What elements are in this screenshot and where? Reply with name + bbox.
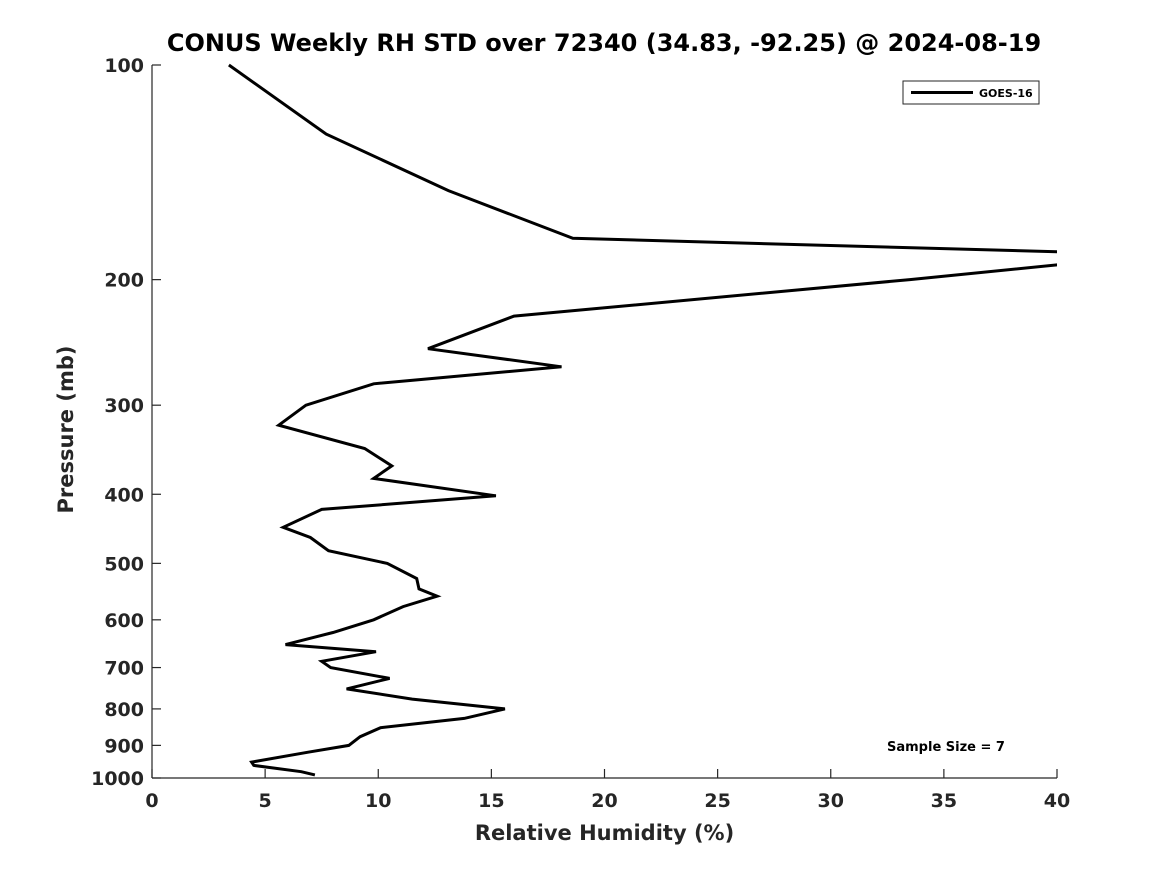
x-tick-label: 35 (931, 790, 957, 812)
y-tick-label: 200 (104, 270, 144, 292)
x-tick-label: 15 (478, 790, 504, 812)
y-axis-label: Pressure (mb) (54, 346, 78, 514)
y-tick-label: 700 (104, 658, 144, 680)
x-tick-label: 5 (259, 790, 272, 812)
y-tick-label: 100 (104, 55, 144, 77)
y-tick-label: 400 (104, 484, 144, 506)
sample-size-annotation: Sample Size = 7 (887, 740, 1005, 755)
legend: GOES-16 (902, 80, 1040, 105)
x-axis-ticks: 0 5 10 15 20 25 30 35 40 (145, 769, 1070, 812)
y-tick-label: 300 (104, 395, 144, 417)
x-tick-label: 25 (704, 790, 730, 812)
y-tick-label: 1000 (91, 768, 144, 790)
y-tick-label: 900 (104, 735, 144, 757)
x-tick-label: 10 (365, 790, 391, 812)
x-tick-label: 40 (1044, 790, 1070, 812)
y-tick-label: 600 (104, 610, 144, 632)
y-tick-label: 500 (104, 553, 144, 575)
x-tick-label: 30 (818, 790, 844, 812)
series-layer (228, 63, 1057, 777)
y-axis-ticks: 100 200 300 400 500 600 700 800 900 1000 (91, 55, 161, 790)
series-line-goes-16 (228, 63, 1057, 777)
chart-title: CONUS Weekly RH STD over 72340 (34.83, -… (167, 29, 1041, 57)
x-tick-label: 0 (145, 790, 158, 812)
x-tick-label: 20 (591, 790, 617, 812)
y-tick-label: 800 (104, 699, 144, 721)
legend-label-goes-16: GOES-16 (979, 87, 1033, 100)
x-axis-label: Relative Humidity (%) (475, 821, 734, 845)
plot-area: 0 5 10 15 20 25 30 35 40 100 200 300 400 500 600 700 80… (91, 55, 1070, 812)
